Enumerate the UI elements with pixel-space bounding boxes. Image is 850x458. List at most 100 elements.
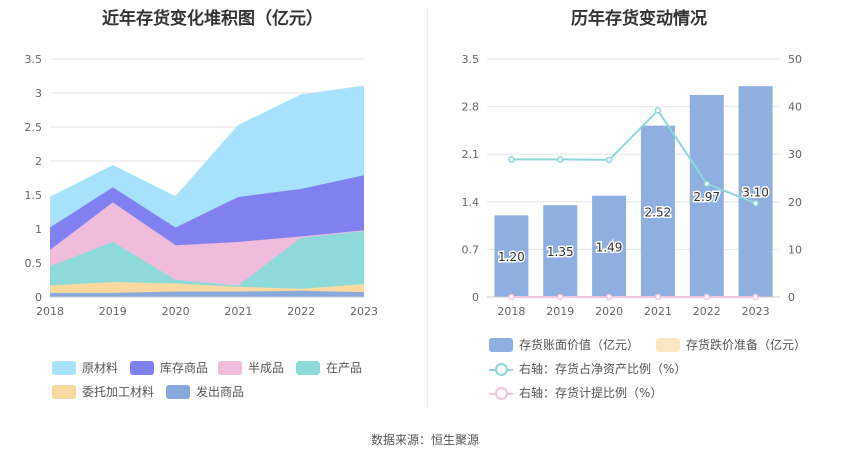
y2-tick-label: 30	[788, 148, 802, 161]
legend-label: 原材料	[82, 361, 119, 375]
legend-item[interactable]: 存货账面价值（亿元）	[489, 336, 639, 353]
y2-tick-label: 20	[788, 196, 802, 209]
x-tick-label: 2018	[497, 305, 525, 318]
legend-label: 存货账面价值（亿元）	[519, 338, 640, 352]
bar-value-label: 2.52	[645, 205, 672, 219]
y-tick-label: 1.5	[25, 189, 43, 202]
legend-item[interactable]: 委托加工材料	[52, 383, 154, 400]
bar-value-label: 1.49	[596, 240, 623, 254]
line-point	[605, 156, 613, 164]
y2-tick-label: 50	[788, 53, 802, 66]
legend-swatch	[489, 337, 513, 352]
x-tick-label: 2021	[644, 305, 672, 318]
area-edge-半成品	[49, 202, 365, 252]
bar-value-label: 3.10	[742, 186, 769, 200]
legend-swatch	[489, 386, 513, 400]
y-tick-label: 0	[35, 291, 42, 304]
panel-divider	[427, 8, 428, 408]
y-tick-label: 2	[35, 155, 42, 168]
y2-tick-label: 0	[788, 291, 795, 304]
legend-label: 右轴：存货计提比例（%）	[519, 386, 663, 400]
x-tick-label: 2020	[162, 305, 190, 318]
bar-value-label: 1.35	[547, 245, 574, 259]
x-tick-label: 2021	[224, 305, 252, 318]
left-chart-title: 近年存货变化堆积图（亿元）	[102, 9, 323, 29]
legend-item[interactable]: 原材料	[52, 359, 118, 376]
bar-value-label: 2.97	[693, 190, 720, 204]
bar	[494, 215, 529, 297]
legend-item[interactable]: 右轴：存货占净资产比例（%）	[489, 360, 686, 377]
y-tick-label: 1	[35, 223, 42, 236]
line-point	[654, 293, 662, 301]
x-tick-label: 2023	[350, 305, 378, 318]
y2-tick-label: 40	[788, 101, 802, 114]
line-point	[703, 293, 710, 301]
y-tick-label: 3.5	[25, 53, 43, 66]
bar	[640, 125, 675, 297]
area-在产品	[50, 231, 364, 297]
line-point	[654, 107, 662, 114]
line-series	[511, 108, 756, 205]
y-tick-label: 1.4	[462, 196, 480, 209]
legend-item[interactable]: 发出商品	[166, 383, 244, 400]
legend-label: 发出商品	[196, 385, 245, 399]
area-edge-原材料	[49, 85, 365, 199]
x-tick-label: 2019	[99, 305, 127, 318]
line-point	[508, 156, 515, 163]
legend-item[interactable]: 右轴：存货计提比例（%）	[489, 384, 662, 401]
legend-item[interactable]: 半成品	[218, 359, 284, 376]
line-point	[703, 180, 710, 187]
x-tick-label: 2019	[546, 305, 574, 318]
legend-swatch	[52, 384, 76, 399]
legend-swatch	[166, 384, 190, 399]
legend-label: 在产品	[326, 361, 363, 375]
legend-item[interactable]: 库存商品	[130, 359, 208, 376]
y-tick-label: 0	[472, 291, 479, 304]
x-tick-label: 2023	[742, 305, 770, 318]
legend-label: 委托加工材料	[82, 385, 155, 399]
bar	[738, 86, 773, 297]
legend-swatch	[52, 360, 76, 375]
legend-swatch	[296, 360, 320, 375]
legend-label: 半成品	[248, 361, 285, 375]
line-point	[508, 293, 515, 301]
legend-item[interactable]: 在产品	[296, 359, 362, 376]
bar	[689, 95, 724, 297]
bar	[592, 195, 627, 297]
area-edge-库存商品	[49, 175, 365, 230]
bar-value-label: 1.20	[498, 250, 525, 264]
x-tick-label: 2022	[287, 305, 315, 318]
legend-label: 右轴：存货占净资产比例（%）	[519, 362, 687, 376]
area-发出商品	[50, 291, 364, 297]
legend-label: 库存商品	[160, 361, 209, 375]
line-point	[605, 293, 613, 301]
line-point	[557, 293, 564, 301]
line-point	[752, 199, 759, 207]
y-tick-label: 0.5	[25, 257, 43, 270]
y-tick-label: 0.7	[462, 243, 480, 256]
right-chart-title: 历年存货变动情况	[571, 9, 707, 29]
x-tick-label: 2018	[36, 305, 64, 318]
x-tick-label: 2022	[693, 305, 721, 318]
legend-item[interactable]: 存货跌价准备（亿元）	[656, 336, 806, 353]
area-edge-在产品	[49, 230, 365, 287]
y-tick-label: 3	[35, 87, 42, 100]
y2-tick-label: 10	[788, 243, 802, 256]
x-tick-label: 2020	[595, 305, 623, 318]
legend-swatch	[489, 362, 513, 376]
legend-swatch	[656, 337, 680, 352]
line-point	[557, 156, 564, 163]
y-tick-label: 3.5	[462, 53, 480, 66]
legend-swatch	[130, 360, 154, 375]
legend-label: 存货跌价准备（亿元）	[686, 338, 807, 352]
area-edge-委托加工材料	[49, 281, 365, 291]
line-point	[752, 293, 759, 301]
y-tick-label: 2.8	[462, 101, 480, 114]
bar-line-chart: 0 0.7 1.4 2.1 2.8 3.5 0 10 20 30 40 50 1.20 1.35 1.49 2…	[462, 53, 803, 318]
y-tick-label: 2.1	[462, 148, 480, 161]
legend-swatch	[218, 360, 242, 375]
data-source: 数据来源：恒生聚源	[370, 433, 479, 447]
area-edge-发出商品	[50, 290, 365, 295]
y-tick-label: 2.5	[25, 121, 43, 134]
stacked-area-chart: 0 0.5 1 1.5 2 2.5 3 3.5 2018 2019 2020 2021 2022 2023	[25, 53, 379, 318]
